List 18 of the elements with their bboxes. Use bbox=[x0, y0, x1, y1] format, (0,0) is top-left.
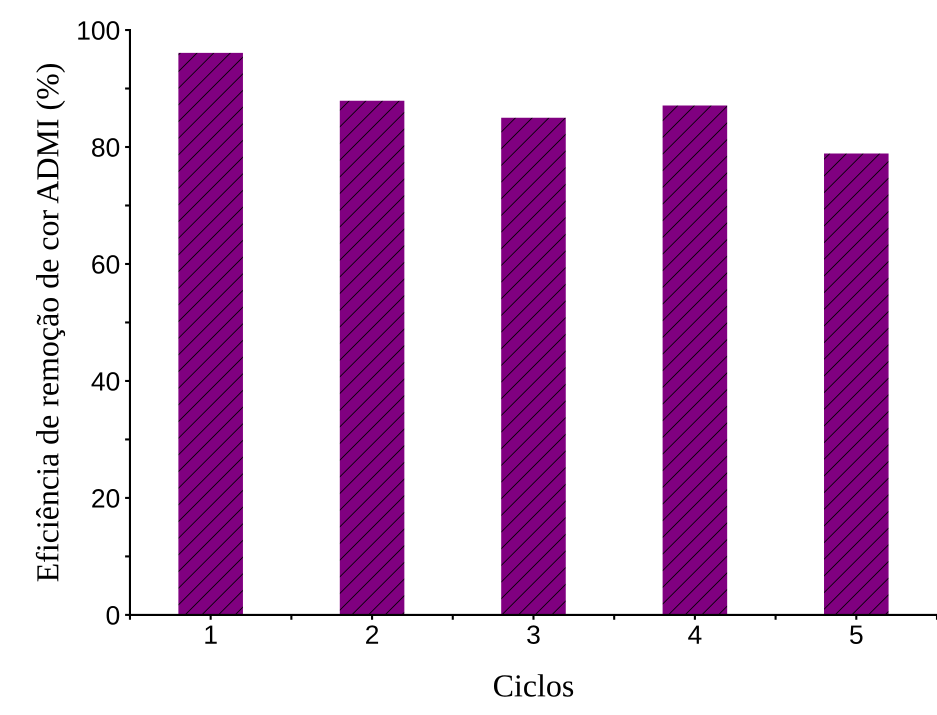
y-tick-label: 60 bbox=[92, 255, 120, 274]
x-tick-label: 4 bbox=[688, 626, 702, 644]
bar bbox=[340, 100, 404, 615]
y-tick-label: 100 bbox=[78, 21, 120, 40]
x-tick-label: 5 bbox=[850, 626, 863, 644]
y-tick-label: 0 bbox=[106, 606, 120, 625]
bar bbox=[824, 153, 889, 615]
x-tick-label: 3 bbox=[527, 625, 540, 644]
bar bbox=[662, 105, 728, 615]
x-tick-label: 2 bbox=[366, 625, 378, 644]
bar bbox=[501, 118, 566, 615]
x-axis-title: Ciclos bbox=[494, 674, 574, 697]
y-tick-label: 40 bbox=[91, 372, 120, 391]
x-tick-label: 1 bbox=[205, 626, 217, 644]
bar bbox=[178, 52, 243, 615]
y-tick-label: 20 bbox=[92, 489, 120, 508]
y-tick-label: 80 bbox=[92, 138, 120, 157]
y-axis-title: Eficiência de remoção de cor ADMI (%) bbox=[36, 64, 66, 582]
